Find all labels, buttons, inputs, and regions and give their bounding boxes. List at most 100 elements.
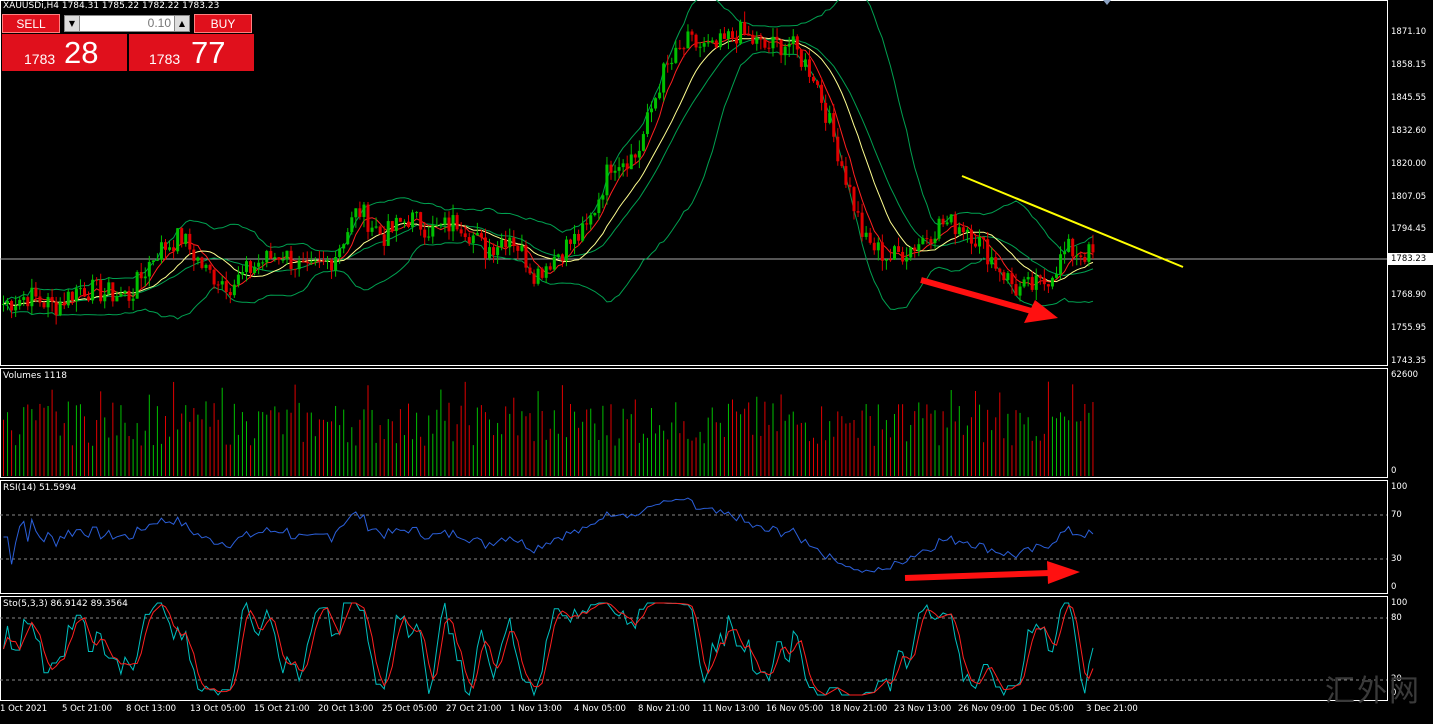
candle xyxy=(552,256,556,270)
rsi-level-label: 30 xyxy=(1391,554,1402,564)
candle xyxy=(483,237,487,259)
candle xyxy=(524,245,528,268)
candle xyxy=(775,36,779,40)
price-label: 1794.45 xyxy=(1391,224,1427,234)
candle xyxy=(548,266,552,270)
candle xyxy=(888,259,892,261)
candle xyxy=(394,217,398,231)
candle xyxy=(34,287,38,297)
candle xyxy=(905,257,909,262)
candle xyxy=(978,237,982,247)
lot-up-icon[interactable]: ▲ xyxy=(174,16,189,31)
time-label: 3 Dec 21:00 xyxy=(1086,704,1138,714)
candle xyxy=(621,163,625,168)
sell-price-box[interactable]: 1783 28 xyxy=(2,34,127,71)
buy-price-small: 1783 xyxy=(149,51,181,67)
candle xyxy=(686,31,690,49)
candle xyxy=(350,217,354,233)
candle xyxy=(629,154,633,170)
candle xyxy=(459,229,463,234)
candle xyxy=(937,218,941,239)
candle xyxy=(500,239,504,248)
candle xyxy=(172,247,176,252)
candle xyxy=(338,248,342,258)
candle xyxy=(982,237,986,240)
candle xyxy=(726,31,730,39)
candle xyxy=(682,48,686,50)
ma-fast-line xyxy=(3,33,1094,306)
lot-dropdown-icon[interactable]: ▼ xyxy=(65,16,80,31)
candle xyxy=(957,227,961,235)
candle xyxy=(463,233,467,238)
candle xyxy=(253,266,257,273)
candle xyxy=(933,238,937,243)
time-label: 8 Oct 13:00 xyxy=(126,704,177,714)
sell-button[interactable]: SELL xyxy=(2,14,60,33)
candle xyxy=(407,221,410,227)
candle xyxy=(309,261,313,263)
candle xyxy=(840,161,844,167)
candle xyxy=(633,154,637,158)
rsi-arrow[interactable] xyxy=(904,561,1080,584)
candle xyxy=(366,204,370,232)
candle xyxy=(326,260,329,262)
candle xyxy=(1034,275,1038,290)
candle xyxy=(439,224,443,226)
candle xyxy=(536,268,540,284)
bollinger-lower xyxy=(3,51,1094,320)
candle xyxy=(763,39,767,48)
lot-value[interactable]: 0.10 xyxy=(147,16,171,30)
ma-slow-line xyxy=(3,37,1094,306)
candle xyxy=(423,229,427,238)
candle xyxy=(66,291,70,306)
candle xyxy=(884,259,888,261)
lot-size-field[interactable]: ▼ 0.10 ▲ xyxy=(64,15,190,32)
price-label: 1858.15 xyxy=(1391,60,1427,70)
candle xyxy=(479,233,483,238)
candle xyxy=(1083,257,1087,262)
candle xyxy=(585,223,589,225)
candle xyxy=(743,21,747,35)
candle xyxy=(1026,277,1030,280)
candle xyxy=(168,247,172,250)
candle xyxy=(803,59,807,67)
candle xyxy=(111,282,115,302)
buy-price-box[interactable]: 1783 77 xyxy=(129,34,254,71)
candle xyxy=(2,303,5,305)
shift-marker-icon[interactable] xyxy=(1103,0,1111,5)
candle xyxy=(605,164,609,196)
price-label: 1807.05 xyxy=(1391,192,1427,202)
bollinger-bands xyxy=(3,0,1094,320)
candle xyxy=(317,260,321,262)
candle xyxy=(147,262,151,277)
price-arrow[interactable] xyxy=(920,277,1058,323)
candle xyxy=(204,264,208,268)
candle xyxy=(127,290,131,301)
candle xyxy=(180,228,184,244)
candle xyxy=(783,46,787,56)
candle xyxy=(597,199,601,214)
candle xyxy=(305,261,309,263)
candle xyxy=(431,225,435,237)
candle xyxy=(496,247,500,256)
candle xyxy=(654,98,658,109)
pane-borders xyxy=(0,0,1388,701)
candles[interactable] xyxy=(2,11,1095,325)
buy-price-big: 77 xyxy=(191,35,226,70)
candle xyxy=(330,260,334,271)
resistance-trendline[interactable] xyxy=(961,175,1184,268)
candle xyxy=(257,262,261,267)
candle xyxy=(232,284,236,296)
candle xyxy=(722,33,726,39)
candle xyxy=(1050,277,1054,287)
candle xyxy=(645,112,649,135)
candle xyxy=(828,113,832,123)
buy-button[interactable]: BUY xyxy=(194,14,252,33)
candle xyxy=(135,272,139,299)
candle xyxy=(143,276,147,279)
candle xyxy=(398,217,402,222)
candle xyxy=(1059,254,1063,275)
candle xyxy=(516,245,520,251)
candle xyxy=(698,46,702,48)
